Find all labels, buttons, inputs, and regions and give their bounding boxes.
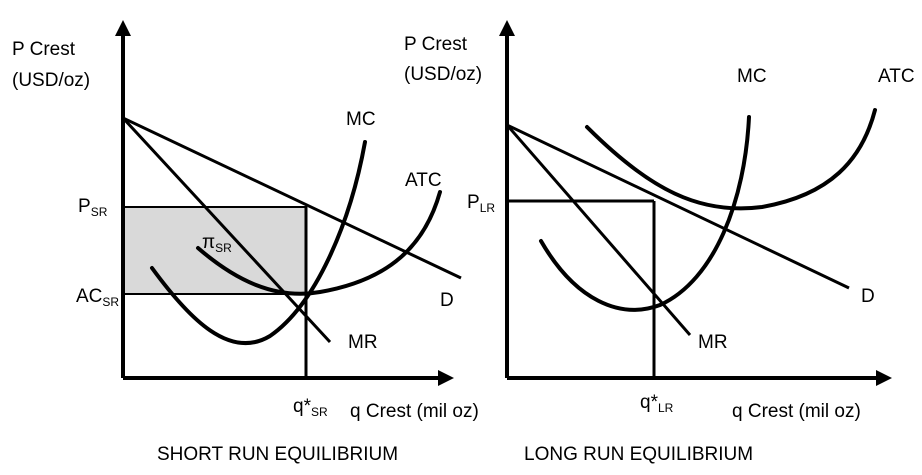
- short-run-mr-label: MR: [348, 332, 378, 353]
- long-run-panel: P Crest (USD/oz) PLR MC ATC D MR q*LR q …: [404, 20, 915, 465]
- short-run-demand-label: D: [440, 290, 454, 311]
- long-run-y-axis-label-line2: (USD/oz): [404, 64, 482, 85]
- short-run-q-label: q*SR: [293, 396, 328, 419]
- short-run-panel: P Crest (USD/oz) PSR ACSR πSR MC ATC D M…: [12, 20, 479, 465]
- long-run-atc-label: ATC: [878, 66, 915, 87]
- short-run-ac-label: ACSR: [76, 286, 119, 309]
- short-run-caption: SHORT RUN EQUILIBRIUM: [157, 444, 398, 465]
- short-run-atc-curve: [196, 190, 442, 296]
- long-run-mc-curve: [539, 115, 751, 312]
- short-run-profit-label: πSR: [202, 232, 232, 255]
- short-run-atc-label: ATC: [405, 170, 442, 191]
- long-run-atc-curve: [585, 108, 877, 211]
- long-run-y-axis-label-line1: P Crest: [404, 34, 468, 55]
- long-run-caption: LONG RUN EQUILIBRIUM: [524, 444, 753, 465]
- long-run-mr-curve: [505, 124, 692, 336]
- short-run-price-label: PSR: [78, 196, 108, 219]
- long-run-x-axis-label: q Crest (mil oz): [732, 401, 861, 422]
- long-run-q-label: q*LR: [640, 392, 674, 415]
- short-run-y-axis-label-line2: (USD/oz): [12, 70, 90, 91]
- long-run-demand-curve: [506, 123, 850, 290]
- short-run-x-axis-label: q Crest (mil oz): [350, 401, 479, 422]
- short-run-mc-curve: [150, 140, 367, 346]
- short-run-y-axis-label-line1: P Crest: [12, 39, 76, 60]
- short-run-mr-curve: [121, 116, 332, 344]
- long-run-demand-label: D: [861, 286, 875, 307]
- short-run-profit-area: [122, 206, 307, 295]
- long-run-mc-label: MC: [737, 66, 767, 87]
- long-run-mr-label: MR: [698, 332, 728, 353]
- short-run-mc-label: MC: [346, 109, 376, 130]
- long-run-price-label: PLR: [467, 192, 495, 215]
